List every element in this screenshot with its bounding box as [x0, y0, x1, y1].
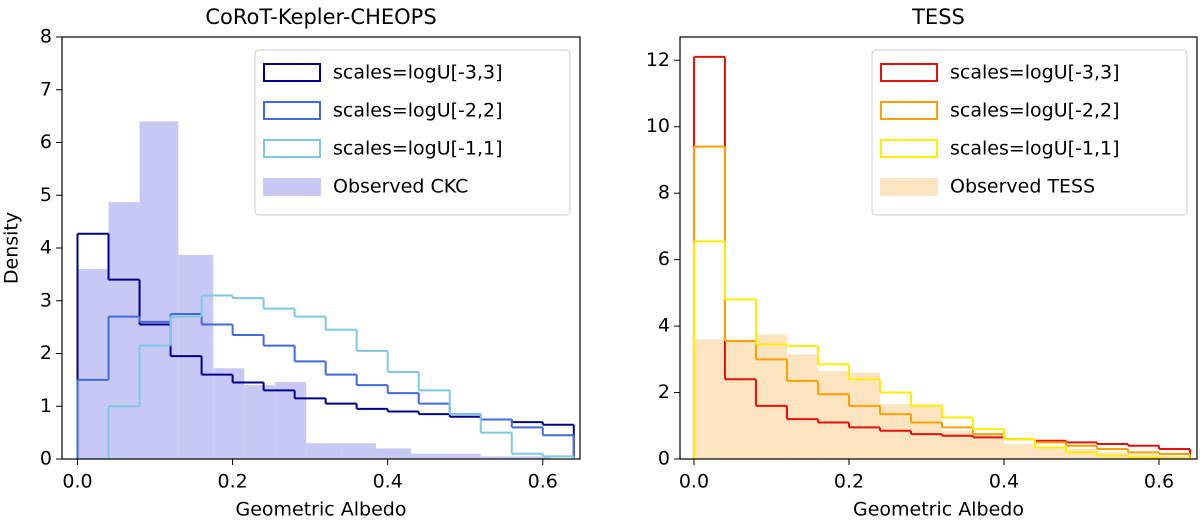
y-tick-label: 2 [40, 342, 52, 364]
x-tick-label: 0.4 [373, 471, 403, 493]
legend-label: scales=logU[-1,1] [950, 138, 1120, 160]
legend-label: scales=logU[-3,3] [950, 62, 1120, 84]
y-tick-label: 8 [40, 26, 52, 48]
legend-label: scales=logU[-2,2] [333, 100, 503, 122]
x-tick-label: 0.6 [528, 471, 558, 493]
x-tick-label: 0.2 [217, 471, 247, 493]
x-axis-label: Geometric Albedo [853, 499, 1024, 521]
hist-bar [817, 370, 849, 459]
legend-swatch [263, 139, 321, 158]
legend-swatch [880, 178, 938, 196]
plot-area [76, 121, 575, 459]
legend-label: Observed TESS [950, 176, 1095, 198]
hist-bar [693, 339, 725, 459]
hist-bar [275, 381, 307, 459]
legend-label: scales=logU[-1,1] [333, 138, 503, 160]
axes-frame [679, 36, 1198, 460]
y-tick-label: 10 [646, 115, 670, 137]
legend-label: scales=logU[-3,3] [333, 62, 503, 84]
x-tick-label: 0.0 [679, 471, 709, 493]
legend-label: Observed CKC [333, 176, 468, 198]
hist-bar [724, 341, 756, 459]
y-tick-label: 3 [40, 289, 52, 311]
y-tick-label: 0 [658, 448, 670, 470]
hist-bar [480, 456, 516, 459]
x-tick-label: 0.0 [62, 471, 92, 493]
y-tick-label: 0 [40, 448, 52, 470]
legend-swatch [263, 178, 321, 196]
legend-swatch [263, 101, 321, 120]
legend-swatch [263, 63, 321, 82]
hist-bar [77, 269, 109, 459]
hist-bar [108, 202, 140, 459]
hist-bar [786, 354, 818, 459]
x-tick-label: 0.2 [834, 471, 864, 493]
hist-bar [515, 456, 551, 459]
y-tick-label: 1 [40, 395, 52, 417]
hist-bar [139, 121, 179, 459]
chart-title: TESS [911, 5, 965, 29]
x-axis-label: Geometric Albedo [236, 499, 407, 521]
hist-bar [306, 443, 342, 459]
y-tick-label: 5 [40, 184, 52, 206]
hist-bar [1003, 444, 1036, 459]
hist-bar [848, 372, 880, 459]
hist-bar [376, 448, 411, 459]
plot-area [692, 55, 1192, 459]
legend-swatch [880, 139, 938, 158]
x-tick-label: 0.4 [989, 471, 1019, 493]
y-tick-label: 4 [40, 237, 52, 259]
y-tick-label: 6 [658, 248, 670, 270]
x-tick-label: 0.6 [1144, 471, 1174, 493]
legend-swatch [880, 101, 938, 120]
hist-bar [244, 385, 276, 459]
y-tick-label: 2 [658, 381, 670, 403]
y-tick-label: 7 [40, 78, 52, 100]
y-tick-label: 6 [40, 131, 52, 153]
chart-title: CoRoT-Kepler-CHEOPS [205, 5, 436, 29]
hist-bar [410, 453, 446, 459]
hist-bar [1066, 449, 1098, 459]
y-tick-label: 8 [658, 182, 670, 204]
hist-bar [910, 404, 942, 459]
hist-bar [445, 453, 481, 459]
legend-swatch [880, 63, 938, 82]
legend-box [871, 49, 1188, 216]
y-tick-label: 4 [658, 315, 670, 337]
y-tick-label: 12 [646, 49, 670, 71]
hist-bar [341, 443, 377, 459]
legend-box [254, 49, 571, 216]
y-axis-label: Density [1, 212, 23, 284]
legend-label: scales=logU[-2,2] [950, 100, 1120, 122]
hist-bar [1035, 447, 1067, 459]
hist-bar [755, 334, 787, 459]
